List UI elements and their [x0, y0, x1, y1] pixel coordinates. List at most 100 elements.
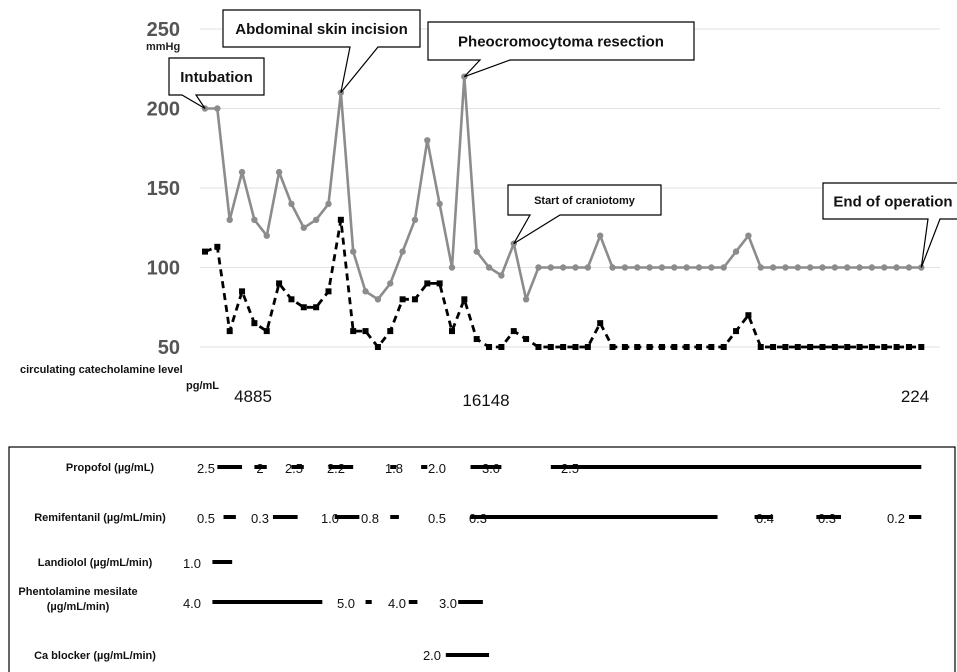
dose-label: 1.0 — [321, 511, 339, 526]
series-point — [609, 344, 616, 350]
series-point — [868, 264, 876, 271]
series-point — [621, 264, 629, 271]
series-point — [708, 344, 715, 350]
series-point — [337, 216, 344, 223]
drug-name: Propofol (µg/mL) — [66, 462, 155, 474]
annotation: Abdominal skin incision — [222, 9, 421, 93]
catecholamine-value: 4885 — [234, 387, 272, 406]
series-point — [658, 264, 666, 271]
catecholamine-unit: pg/mL — [186, 380, 219, 392]
series-point — [905, 344, 912, 350]
series-point — [251, 216, 258, 223]
series-point — [547, 264, 554, 271]
series-point — [597, 232, 604, 239]
drug-name-unit: (µg/mL/min) — [47, 601, 110, 613]
series-point — [522, 296, 530, 303]
series-point — [881, 264, 888, 271]
drug-table-frame — [8, 446, 956, 672]
series-point — [473, 336, 480, 343]
annotation: Pheocromocytoma resection — [427, 21, 695, 78]
y-tick-label: 50 — [158, 337, 180, 359]
drug-row: Phentolamine mesilate (µg/mL/min) 4.0 5.0 4.… — [18, 586, 483, 613]
y-tick-label: 100 — [147, 258, 180, 280]
series-point — [609, 264, 616, 271]
series-point — [288, 200, 295, 208]
series-point — [757, 264, 764, 271]
series-point — [374, 344, 381, 350]
dose-label: 2.5 — [197, 461, 215, 476]
series-point — [794, 344, 801, 350]
dose-label: 0.5 — [197, 511, 215, 526]
series-point — [510, 328, 517, 335]
annotation-box — [822, 182, 957, 268]
series-point — [399, 248, 406, 255]
series-point — [584, 344, 591, 350]
series-point — [831, 344, 838, 350]
annotation-box — [222, 9, 421, 93]
y-tick-label: 200 — [147, 99, 180, 121]
series-point — [448, 264, 456, 271]
series-point — [732, 248, 740, 255]
series-point — [263, 328, 270, 335]
series-point — [547, 344, 554, 350]
series-point — [560, 344, 567, 350]
series-point — [671, 264, 678, 271]
series-point — [436, 200, 443, 208]
series-point — [387, 280, 394, 287]
series-line — [204, 218, 922, 349]
dose-label: 4.0 — [183, 596, 201, 611]
series-layer — [201, 73, 925, 350]
series-point — [794, 264, 801, 271]
series-point — [424, 137, 431, 144]
series-point — [819, 344, 826, 350]
series-point — [683, 344, 690, 350]
series-point — [214, 105, 221, 112]
drug-name: Remifentanil (µg/mL/min) — [34, 512, 166, 524]
annotation: Intubation — [168, 57, 265, 110]
series-point — [424, 280, 431, 287]
series-point — [411, 216, 419, 223]
series-point — [819, 264, 826, 271]
series-point — [757, 344, 764, 350]
series-point — [770, 344, 777, 350]
catecholamine-value: 224 — [901, 387, 929, 406]
series-point — [683, 264, 690, 271]
series-point — [226, 328, 233, 335]
drug-row: Landiolol (µg/mL/min) 1.0 — [38, 556, 233, 571]
series-point — [881, 344, 888, 350]
catecholamine-value: 16148 — [462, 391, 509, 410]
series-point — [844, 264, 851, 271]
series-point — [597, 320, 604, 327]
series-point — [325, 200, 332, 208]
series-point — [621, 344, 628, 350]
series-point — [350, 248, 357, 255]
series-point — [387, 328, 394, 335]
series-point — [806, 264, 814, 271]
series-point — [708, 264, 715, 271]
series-point — [918, 344, 925, 350]
dose-label: 3.0 — [439, 596, 457, 611]
series-point — [486, 344, 493, 350]
series-point — [745, 312, 752, 319]
drug-name: Phentolamine mesilate — [18, 586, 137, 598]
dose-label: 0.8 — [361, 511, 379, 526]
series-point — [559, 264, 567, 271]
annotation: End of operation — [822, 182, 957, 268]
series-point — [226, 216, 233, 223]
drug-name: Landiolol (µg/mL/min) — [38, 557, 153, 569]
series-point — [239, 288, 246, 295]
series-point — [658, 344, 665, 350]
series-point — [498, 344, 505, 350]
series-point — [634, 264, 641, 271]
dose-label: 4.0 — [388, 596, 406, 611]
drug-row: Remifentanil (µg/mL/min) 0.5 0.3 1.0 0.8 0.5 0… — [34, 511, 922, 526]
series-point — [251, 320, 258, 327]
dose-label: 2.0 — [428, 461, 446, 476]
series-point — [411, 296, 418, 303]
series-point — [276, 280, 283, 287]
dose-label: 5.0 — [337, 596, 355, 611]
series-point — [572, 264, 579, 271]
dose-label: 1.0 — [183, 556, 201, 571]
series-point — [769, 264, 777, 271]
